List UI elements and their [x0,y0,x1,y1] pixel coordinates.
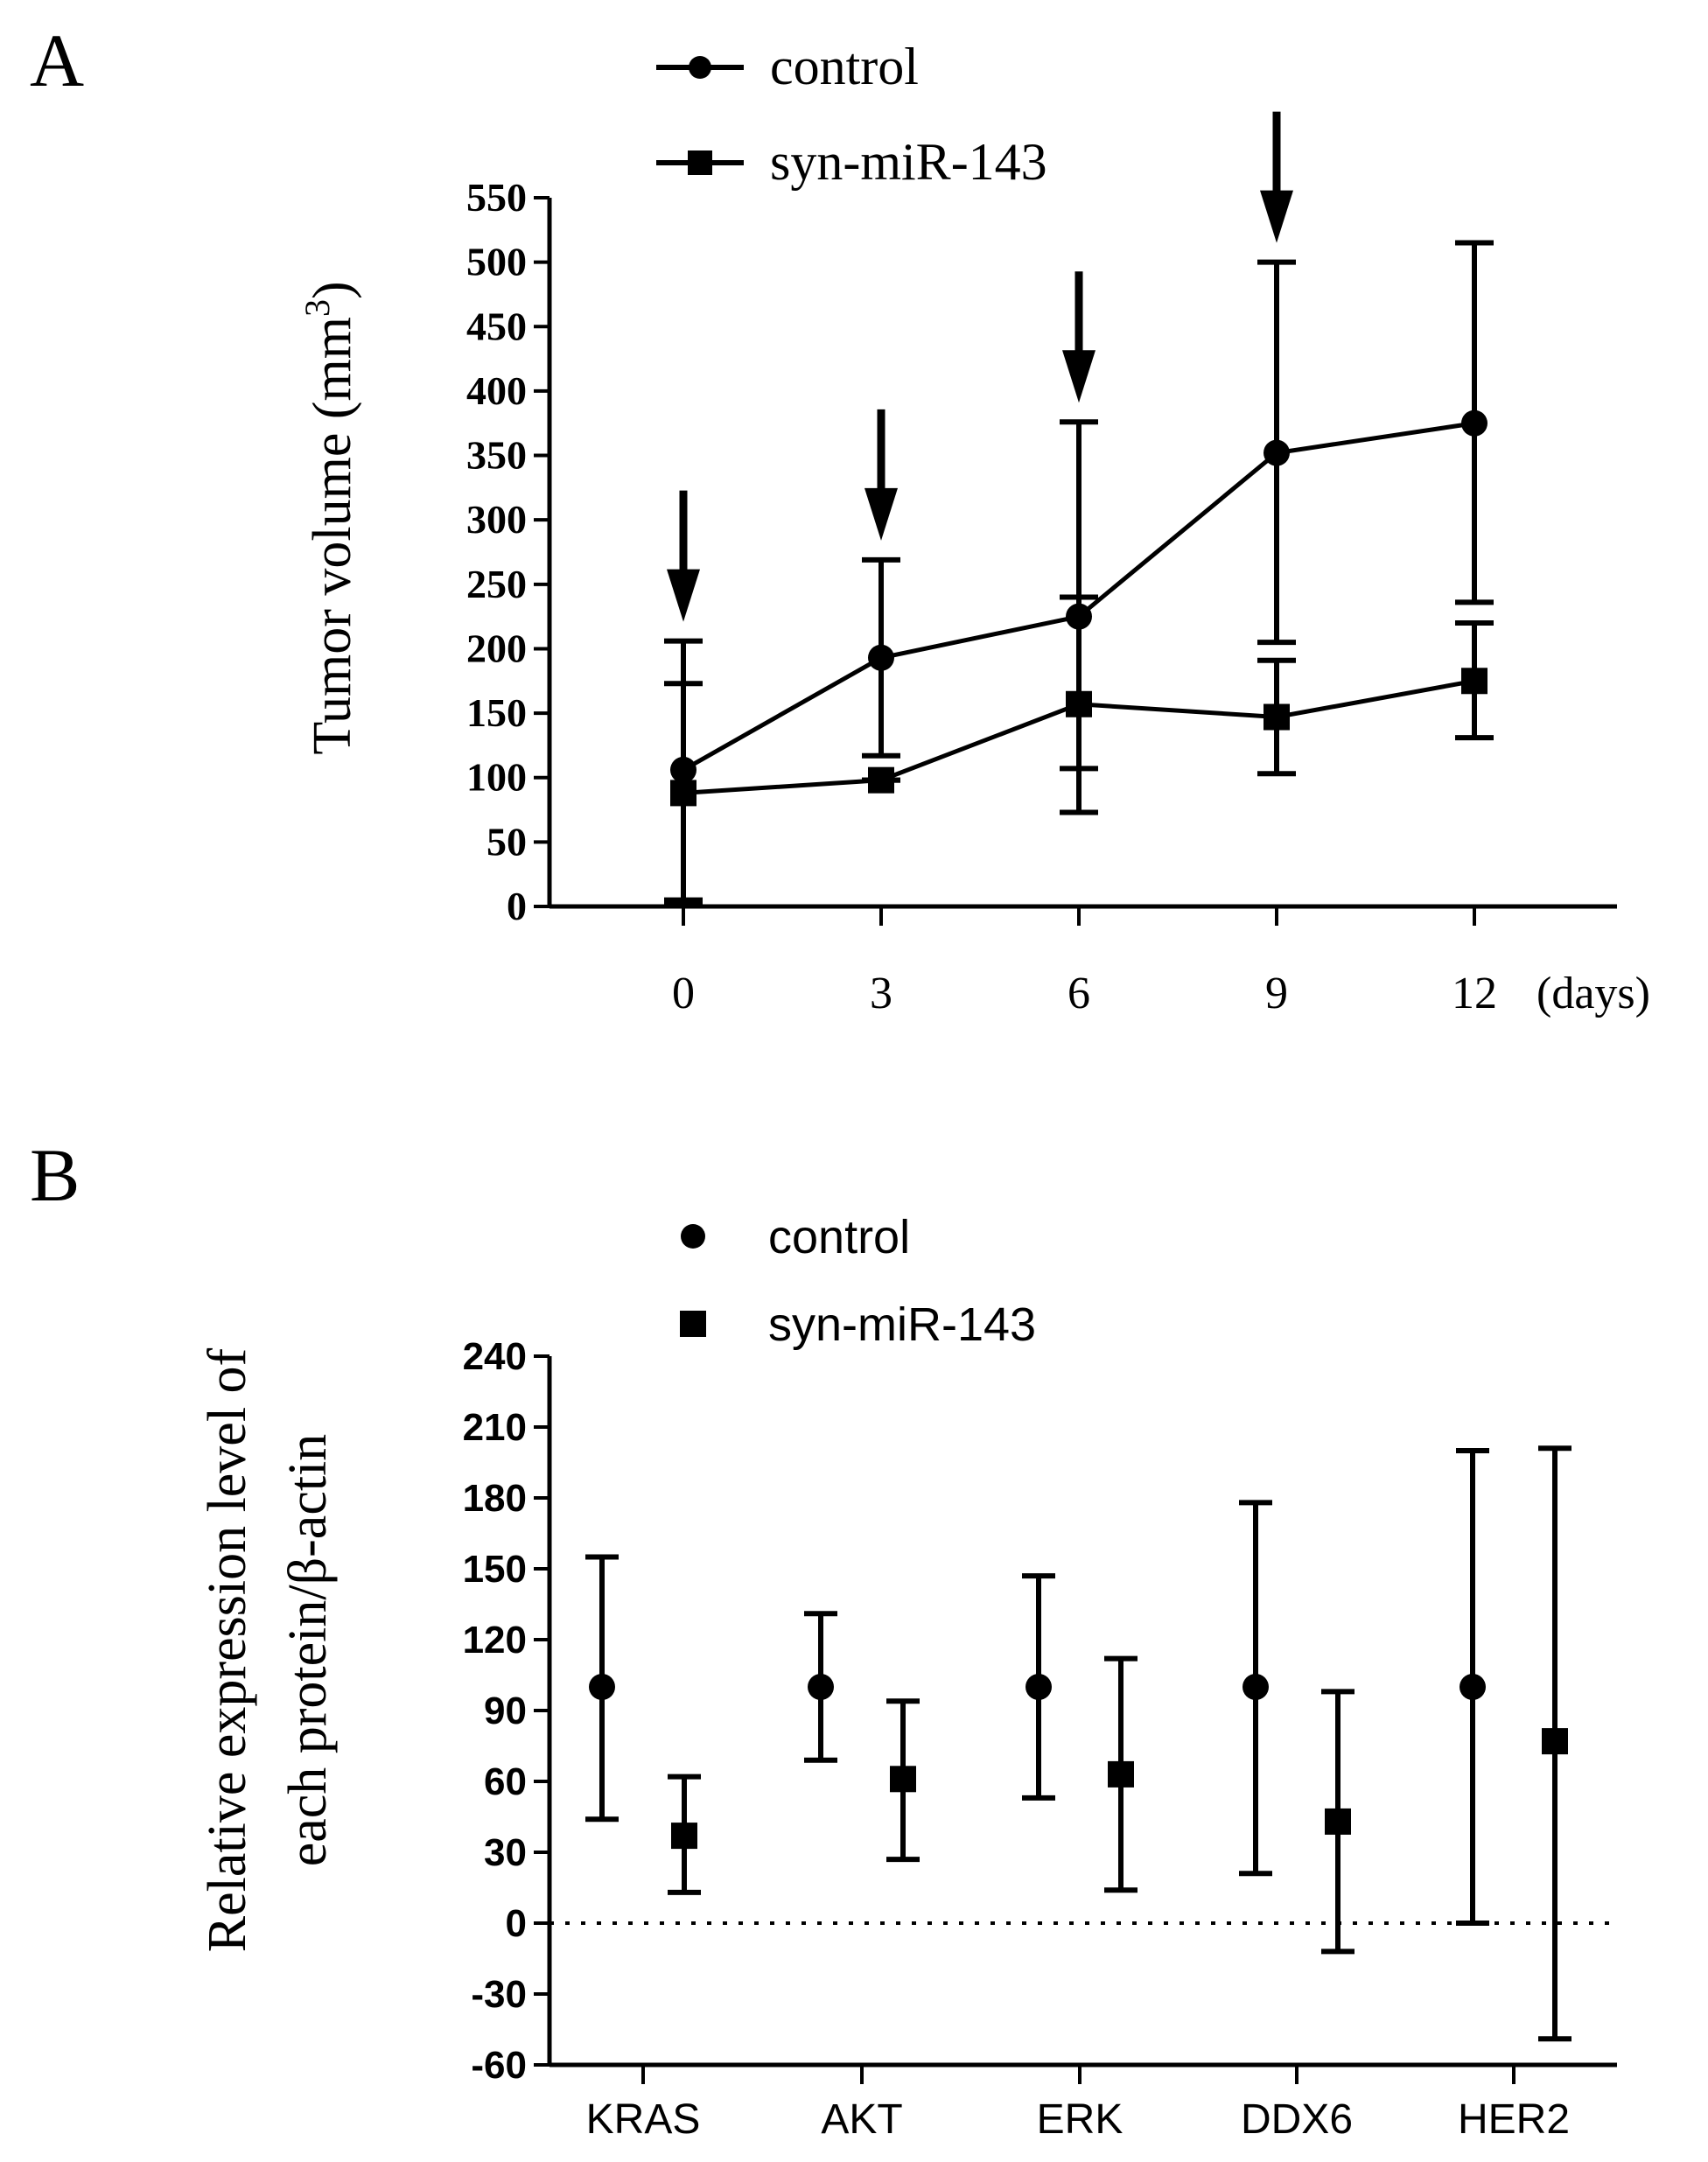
panel-b-xtick-label: AKT [821,2096,902,2143]
panel-b-syn-point [1108,1760,1134,1788]
panel-a-axes: 0 50 100 150 200 250 300 350 400 450 500 550 0 3 6 9 12 [466,175,1617,1018]
panel-a-syn-point [670,780,696,807]
panel-a-treatment-arrows [667,111,1293,622]
panel-b-ytick-label: 180 [463,1477,527,1520]
panel-a-series [664,240,1494,906]
panel-a-ylabel-superscript: 3 [298,299,337,317]
panel-a-x-unit-label: (days) [1536,969,1650,1018]
panel-b-ytick-label: 0 [506,1902,527,1945]
panel-a-ytick-label: 350 [466,433,527,478]
panel-a-ytick-label: 450 [466,304,527,348]
panel-a-legend: control syn-miR-143 [656,38,1047,191]
panel-a-ylabel: Tumor volume (mm3) [298,281,362,754]
panel-b-control-point [1242,1674,1269,1700]
panel-a-chart: control syn-miR-143 Tumor volume (mm3) 0… [298,38,1650,1018]
panel-b-xtick-label: HER2 [1458,2096,1570,2143]
panel-a-xtick-label: 0 [672,969,695,1018]
panel-b-syn-point [1542,1728,1568,1755]
treatment-arrow-head [1062,350,1096,403]
panel-b-legend: control syn-miR-143 [680,1211,1036,1351]
panel-b-control-point [589,1674,615,1700]
treatment-arrow-head [864,487,898,541]
panel-b-ytick-label: -60 [471,2044,527,2087]
panel-b-ytick-label: 90 [484,1690,527,1732]
panel-b-ytick-label: -30 [471,1973,527,2016]
panel-a-syn-point [1066,690,1092,717]
panel-b-series [585,1445,1572,2042]
panel-a-xtick-label: 12 [1452,969,1497,1018]
panel-b-ylabel-line2: each protein/β-actin [278,1434,338,1867]
panel-a-ytick-label: 150 [466,690,527,735]
panel-b-chart: control syn-miR-143 Relative expression … [198,1211,1617,2143]
panel-a-xtick-label: 6 [1068,969,1090,1018]
panel-a-ytick-label: 500 [466,240,527,284]
legend-a-control-label: control [770,38,919,95]
treatment-arrow-head [1260,190,1293,243]
panel-a-xtick-label: 3 [870,969,892,1018]
legend-b-syn-label: syn-miR-143 [768,1298,1036,1351]
panel-b-syn-point [671,1823,697,1850]
legend-a-syn-marker [688,150,712,175]
treatment-arrow-head [667,569,700,622]
panel-a-ytick-label: 50 [486,819,527,864]
panel-b-xtick-label: ERK [1037,2096,1124,2143]
panel-a-ylabel-text: Tumor volume (mm [303,317,362,755]
panel-b-ytick-label: 240 [463,1335,527,1378]
panel-a-syn-point [868,766,894,794]
panel-b-axes: -60 -30 0 30 60 90 120 150 180 210 240 KRAS AKT ERK DD… [463,1335,1617,2143]
panel-b-ytick-label: 60 [484,1760,527,1803]
panel-a-control-point [1461,409,1488,437]
panel-b-ytick-label: 150 [463,1548,527,1591]
panel-b-control-point [1460,1674,1486,1700]
panel-b-ylabel-line1: Relative expression level of [198,1347,257,1952]
panel-a-letter: A [30,18,84,102]
panel-b-ytick-label: 210 [463,1406,527,1449]
panel-a-ytick-label: 250 [466,562,527,606]
panel-b-syn-point [1325,1808,1351,1835]
panel-a-xtick-label: 9 [1265,969,1288,1018]
panel-b-xtick-label: DDX6 [1241,2096,1353,2143]
panel-b-syn-point [890,1766,916,1793]
panel-b-control-point [808,1674,834,1700]
panel-a-ytick-label: 300 [466,497,527,542]
panel-a-ytick-label: 200 [466,626,527,670]
panel-a-ytick-label: 550 [466,175,527,220]
panel-b-ytick-label: 120 [463,1619,527,1662]
legend-b-control-label: control [768,1211,910,1263]
panel-a-ytick-label: 0 [507,884,527,928]
panel-a-syn-point [1461,668,1488,695]
panel-a-control-point [1264,439,1290,466]
legend-b-syn-marker [680,1311,706,1337]
legend-a-control-marker [689,56,711,79]
panel-a-ytick-label: 100 [466,755,527,800]
panel-a-syn-point [1264,703,1290,731]
panel-b-ytick-label: 30 [484,1831,527,1874]
panel-a-control-point [868,644,894,671]
panel-b-letter: B [30,1133,80,1217]
panel-a-ylabel-close: ) [303,281,362,299]
panel-a-ytick-label: 400 [466,368,527,413]
panel-b-xtick-label: KRAS [586,2096,701,2143]
panel-b-control-point [1026,1674,1052,1700]
legend-a-syn-label: syn-miR-143 [770,133,1047,191]
legend-b-control-marker [681,1224,705,1249]
